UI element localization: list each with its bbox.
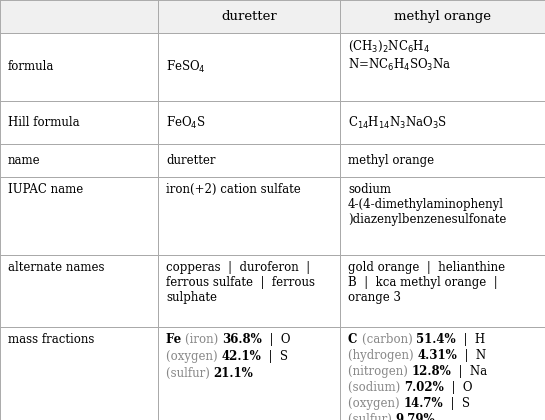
Text: methyl orange: methyl orange bbox=[394, 10, 491, 23]
Text: C$_{14}$H$_{14}$N$_3$NaO$_3$S: C$_{14}$H$_{14}$N$_3$NaO$_3$S bbox=[348, 114, 447, 131]
Bar bbox=[158, 144, 340, 177]
Text: 14.7%: 14.7% bbox=[403, 397, 443, 410]
Text: duretter: duretter bbox=[166, 154, 215, 167]
Text: FeO$_4$S: FeO$_4$S bbox=[166, 114, 205, 131]
Text: C: C bbox=[348, 333, 361, 346]
Text: FeSO$_4$: FeSO$_4$ bbox=[166, 59, 205, 75]
Text: iron(+2) cation sulfate: iron(+2) cation sulfate bbox=[166, 183, 301, 196]
Bar bbox=[158, 101, 340, 144]
Bar bbox=[340, 255, 545, 327]
Text: (hydrogen): (hydrogen) bbox=[348, 349, 417, 362]
Text: IUPAC name: IUPAC name bbox=[8, 183, 83, 196]
Text: |  O: | O bbox=[444, 381, 473, 394]
Text: (oxygen): (oxygen) bbox=[166, 350, 221, 363]
Text: 42.1%: 42.1% bbox=[221, 350, 261, 363]
Bar bbox=[340, 33, 545, 101]
Text: formula: formula bbox=[8, 60, 54, 74]
Text: (oxygen): (oxygen) bbox=[348, 397, 403, 410]
Text: (iron): (iron) bbox=[185, 333, 222, 346]
Text: (carbon): (carbon) bbox=[361, 333, 416, 346]
Bar bbox=[158, 0, 340, 33]
Bar bbox=[340, 144, 545, 177]
Text: alternate names: alternate names bbox=[8, 261, 105, 274]
Text: (sulfur): (sulfur) bbox=[166, 367, 214, 380]
Text: |  Na: | Na bbox=[451, 365, 487, 378]
Text: 12.8%: 12.8% bbox=[411, 365, 451, 378]
Text: (sodium): (sodium) bbox=[348, 381, 404, 394]
Text: sodium
4-(4-dimethylaminophenyl
)diazenylbenzenesulfonate: sodium 4-(4-dimethylaminophenyl )diazeny… bbox=[348, 183, 506, 226]
Text: mass fractions: mass fractions bbox=[8, 333, 94, 346]
Bar bbox=[0, 144, 158, 177]
Text: 4.31%: 4.31% bbox=[417, 349, 457, 362]
Text: (nitrogen): (nitrogen) bbox=[348, 365, 411, 378]
Bar bbox=[340, 177, 545, 255]
Bar bbox=[158, 33, 340, 101]
Text: 21.1%: 21.1% bbox=[214, 367, 253, 380]
Text: |  N: | N bbox=[457, 349, 486, 362]
Text: name: name bbox=[8, 154, 41, 167]
Bar bbox=[0, 255, 158, 327]
Text: copperas  |  duroferon  |
ferrous sulfate  |  ferrous
sulphate: copperas | duroferon | ferrous sulfate |… bbox=[166, 261, 315, 304]
Bar bbox=[0, 0, 158, 33]
Bar bbox=[0, 327, 158, 420]
Bar bbox=[340, 0, 545, 33]
Text: methyl orange: methyl orange bbox=[348, 154, 434, 167]
Bar bbox=[158, 255, 340, 327]
Bar bbox=[0, 33, 158, 101]
Text: 7.02%: 7.02% bbox=[404, 381, 444, 394]
Bar bbox=[340, 101, 545, 144]
Text: |  O: | O bbox=[262, 333, 290, 346]
Text: |  H: | H bbox=[456, 333, 485, 346]
Bar bbox=[158, 177, 340, 255]
Text: duretter: duretter bbox=[221, 10, 277, 23]
Text: Fe: Fe bbox=[166, 333, 185, 346]
Text: 51.4%: 51.4% bbox=[416, 333, 456, 346]
Text: |  S: | S bbox=[443, 397, 470, 410]
Text: gold orange  |  helianthine
B  |  kca methyl orange  |
orange 3: gold orange | helianthine B | kca methyl… bbox=[348, 261, 505, 304]
Text: Hill formula: Hill formula bbox=[8, 116, 80, 129]
Bar bbox=[0, 101, 158, 144]
Bar bbox=[0, 177, 158, 255]
Bar bbox=[340, 327, 545, 420]
Text: (sulfur): (sulfur) bbox=[348, 413, 396, 420]
Text: (CH$_3$)$_2$NC$_6$H$_4$
N=NC$_6$H$_4$SO$_3$Na: (CH$_3$)$_2$NC$_6$H$_4$ N=NC$_6$H$_4$SO$… bbox=[348, 39, 451, 73]
Text: 9.79%: 9.79% bbox=[396, 413, 435, 420]
Text: |  S: | S bbox=[261, 350, 288, 363]
Text: 36.8%: 36.8% bbox=[222, 333, 262, 346]
Bar bbox=[158, 327, 340, 420]
